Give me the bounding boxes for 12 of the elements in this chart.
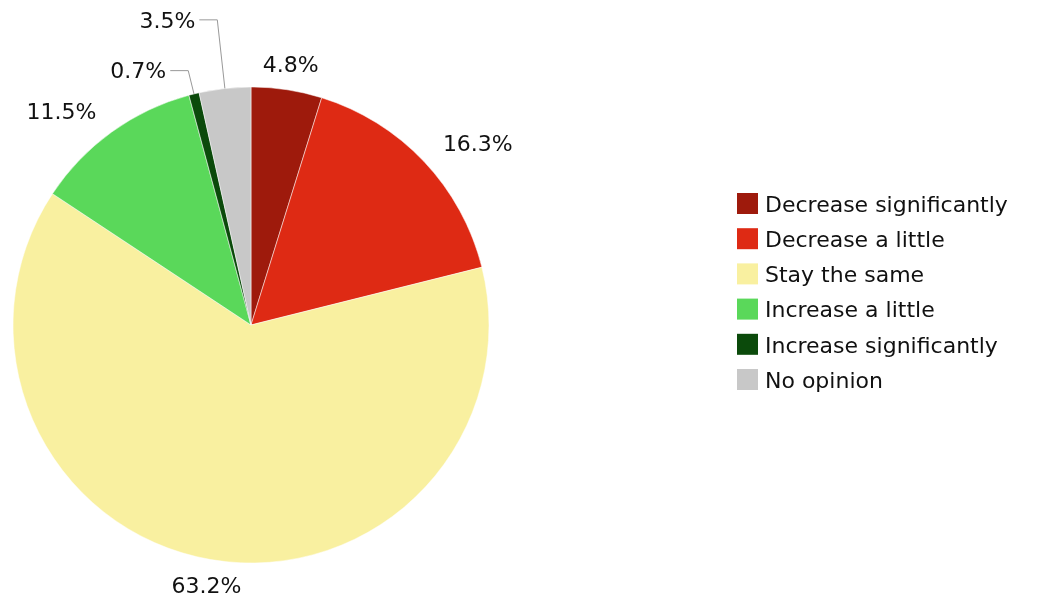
legend-label: Increase significantly [765,332,998,358]
data-label: 16.3% [442,131,513,157]
data-label: 63.2% [171,572,242,598]
data-label: 4.8% [262,51,319,77]
legend-label: No opinion [765,367,883,393]
data-label: 0.7% [110,58,167,84]
legend-label: Decrease a little [765,226,945,252]
data-label: 11.5% [26,98,97,124]
legend-label: Increase a little [765,297,935,323]
legend-label: Stay the same [765,262,925,288]
data-label: 3.5% [139,7,196,33]
legend-label: Decrease significantly [765,191,1008,217]
